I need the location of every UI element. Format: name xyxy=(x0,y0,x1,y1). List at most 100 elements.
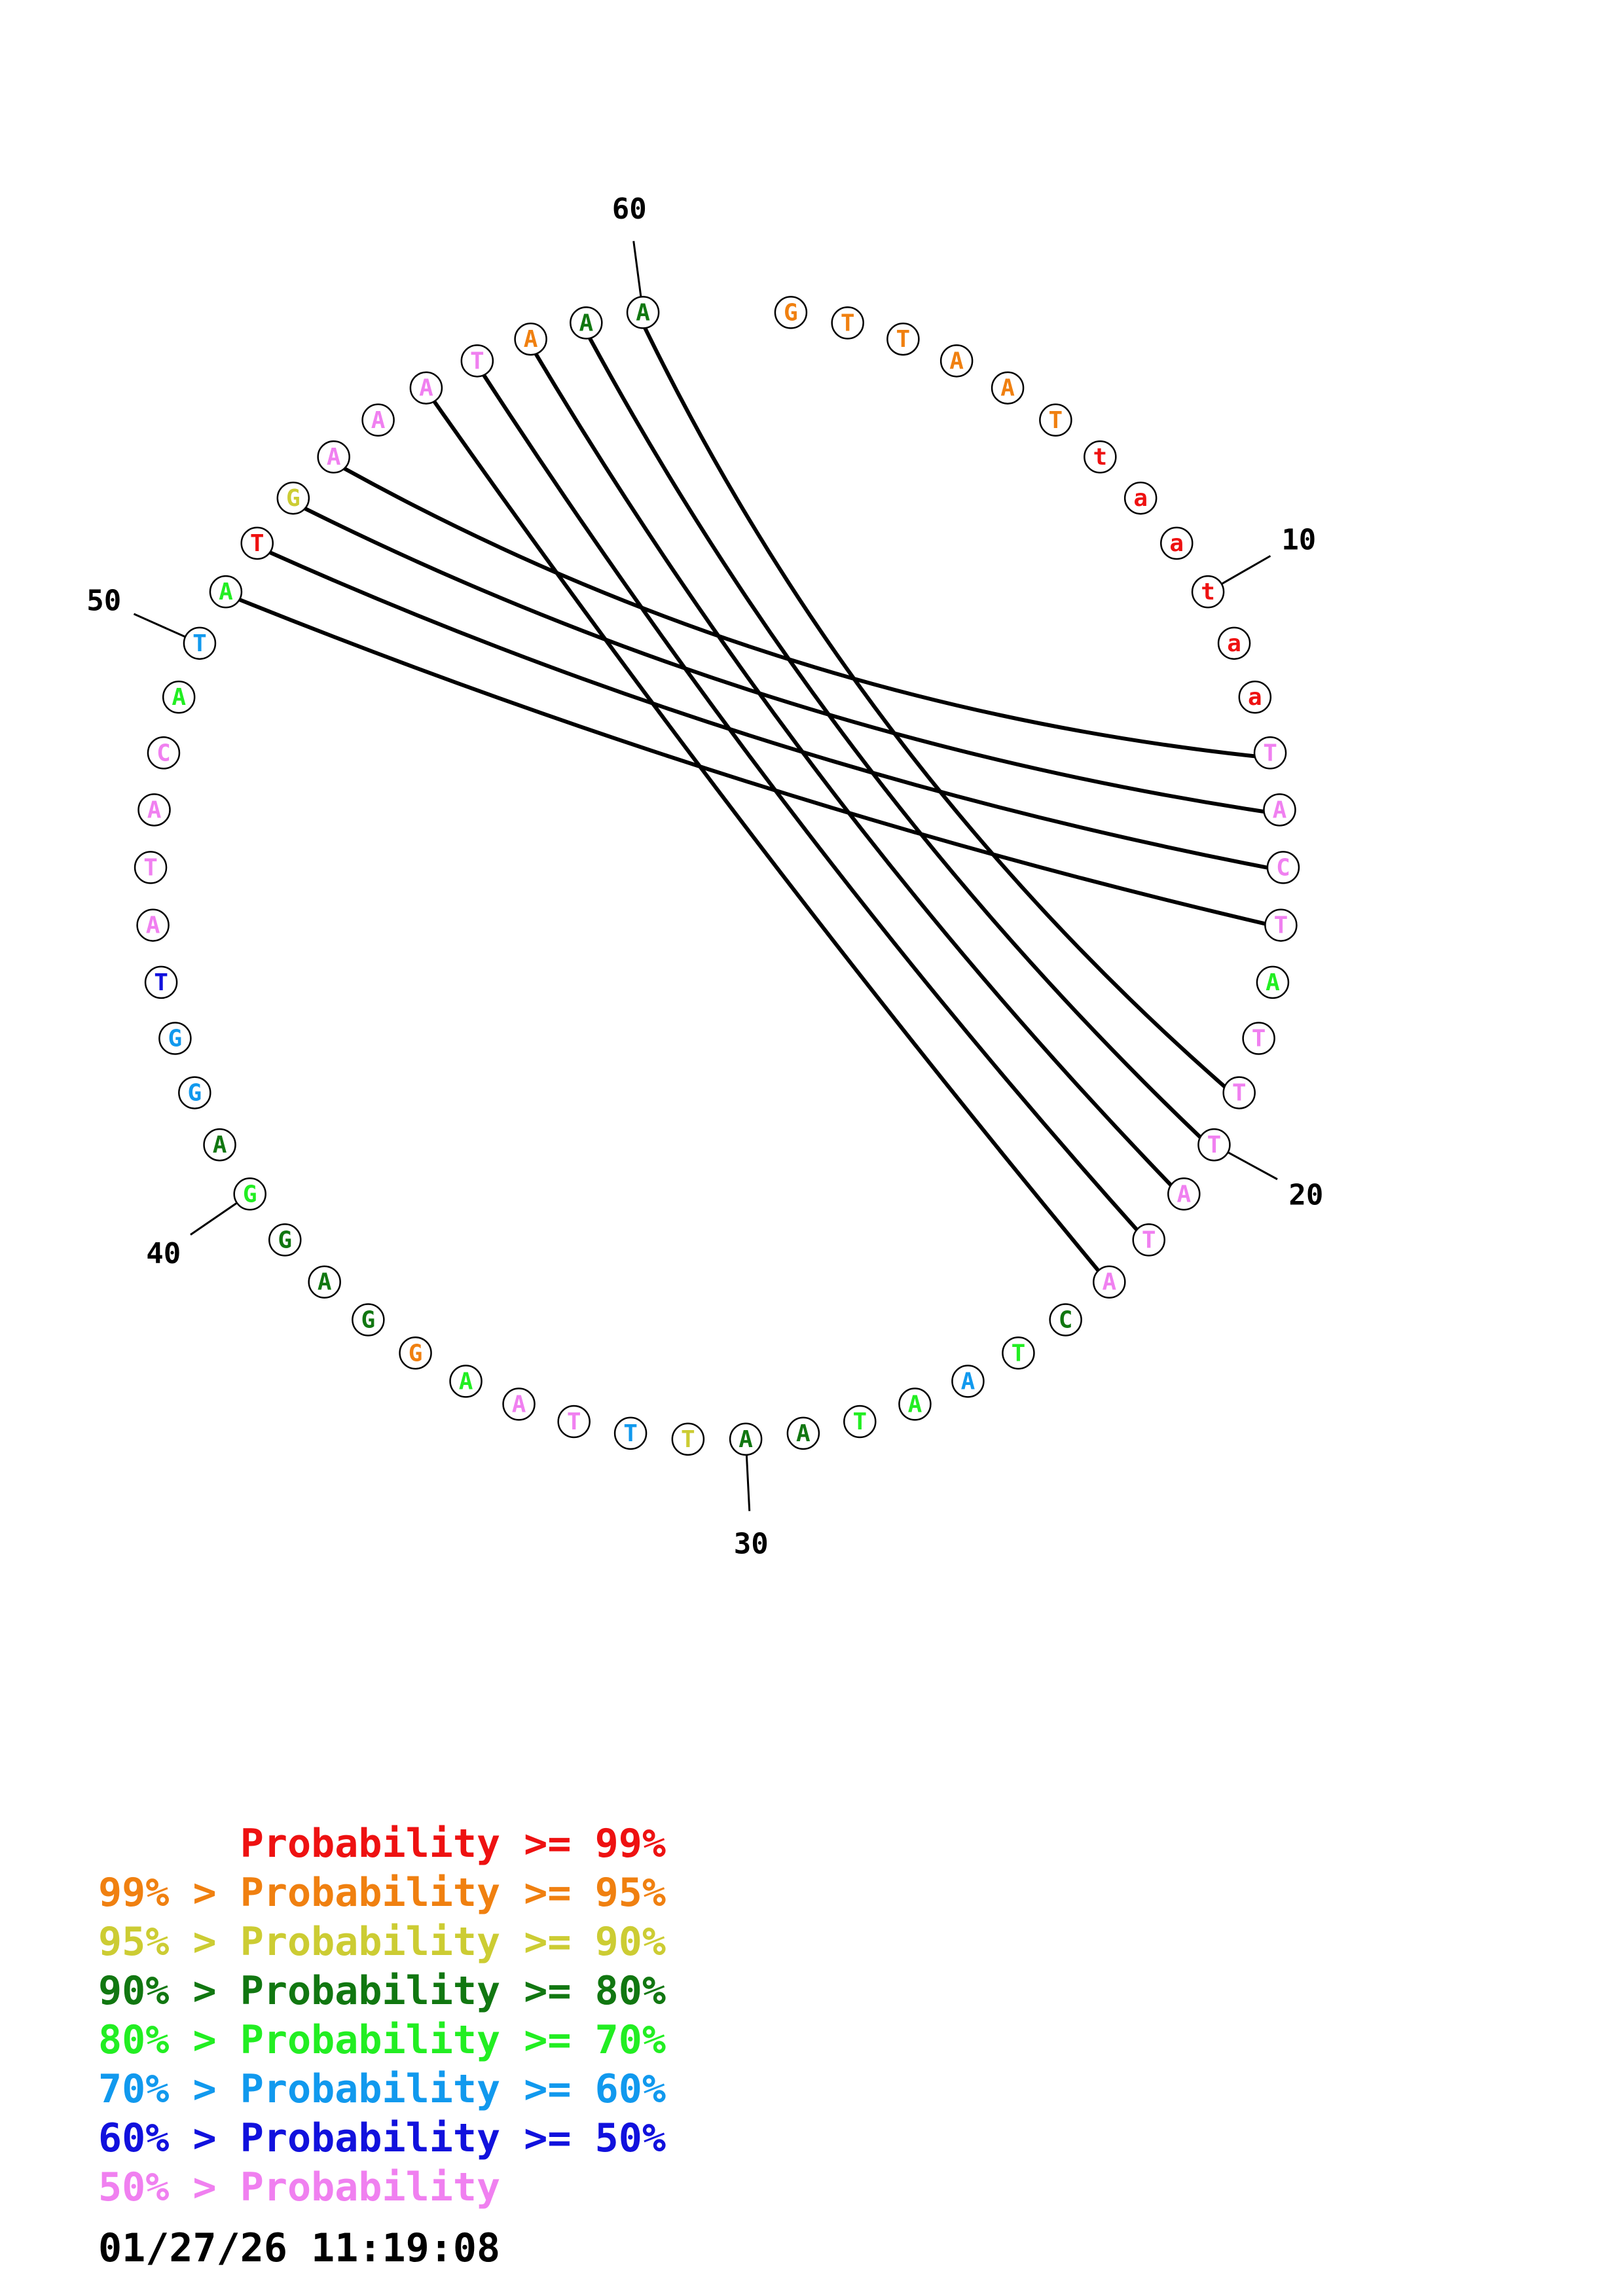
nucleotide-circle xyxy=(162,680,196,714)
nucleotide-circle xyxy=(1253,736,1287,770)
nucleotide: T xyxy=(1039,403,1072,437)
nucleotide-circle xyxy=(991,371,1025,404)
nucleotide-letter: T xyxy=(567,1408,581,1435)
nucleotide-letter: C xyxy=(156,740,171,766)
legend-row: 99% > Probability >= 95% xyxy=(98,1869,666,1918)
nucleotide-circle xyxy=(352,1303,385,1336)
nucleotide: T xyxy=(671,1422,705,1456)
nucleotide-circle xyxy=(1242,1022,1275,1055)
nucleotide-circle xyxy=(134,851,168,884)
base-pair-arc xyxy=(534,353,1173,1187)
nucleotide: C xyxy=(1049,1303,1082,1336)
legend-label: Probability xyxy=(240,2115,501,2161)
nucleotide-letter: t xyxy=(1093,444,1107,471)
legend-row: 50% > Probability xyxy=(98,2163,666,2212)
nucleotide-letter: T xyxy=(143,854,158,881)
nucleotide-circle xyxy=(831,306,864,340)
nucleotide-circle xyxy=(671,1422,705,1456)
nucleotide-letter: A xyxy=(147,797,162,823)
nucleotide-circle xyxy=(158,1022,192,1055)
legend-row: 60% > Probability >= 50% xyxy=(98,2114,666,2163)
nucleotide-circle xyxy=(178,1076,211,1109)
nucleotide-circle xyxy=(233,1177,266,1211)
nucleotide: A xyxy=(449,1365,483,1398)
nucleotide-letter: a xyxy=(1227,630,1241,657)
legend-suffix: >= 50% xyxy=(500,2115,666,2161)
nucleotide: T xyxy=(134,851,168,884)
nucleotide-letter: G xyxy=(243,1181,257,1208)
nucleotide: A xyxy=(203,1128,236,1162)
legend-label: Probability xyxy=(240,1919,501,1965)
nucleotide: A xyxy=(898,1388,932,1421)
base-pair-arc xyxy=(588,337,1202,1139)
nucleotide-letter: A xyxy=(219,579,233,605)
nucleotide-letter: A xyxy=(739,1426,753,1453)
nucleotide-circle xyxy=(729,1422,763,1456)
nucleotide-circle xyxy=(209,575,243,609)
legend-prefix: 95% > xyxy=(98,1919,240,1965)
nucleotide: A xyxy=(308,1265,341,1299)
nucleotide: A xyxy=(786,1416,820,1450)
base-pair-arc xyxy=(343,467,1255,759)
base-pair-arc xyxy=(643,327,1226,1088)
legend-label: Probability xyxy=(240,1968,501,2014)
nucleotide-letter: T xyxy=(1012,1340,1026,1367)
nucleotide: G xyxy=(268,1223,302,1257)
nucleotide-circle xyxy=(1266,851,1300,884)
nucleotide-circle xyxy=(276,481,310,515)
position-tick xyxy=(745,1454,751,1511)
legend-suffix: >= 95% xyxy=(500,1870,666,1916)
nucleotide: T xyxy=(1242,1022,1275,1055)
nucleotide: T xyxy=(1002,1336,1035,1370)
nucleotide-circle xyxy=(886,322,920,356)
nucleotide-circle xyxy=(1167,1177,1201,1211)
nucleotide-circle xyxy=(951,1365,985,1398)
nucleotide-circle xyxy=(449,1365,483,1398)
legend-prefix xyxy=(98,1821,240,1867)
nucleotide-circle xyxy=(1238,680,1272,714)
nucleotide: A xyxy=(1256,965,1290,999)
position-ticks: 10 20 30 40 50 60 xyxy=(86,192,1323,1561)
nucleotide-circle xyxy=(1093,1265,1126,1299)
nucleotide-letter: G xyxy=(168,1026,183,1052)
legend-label: Probability xyxy=(240,2017,501,2063)
nucleotide-letter: A xyxy=(949,348,964,374)
nucleotide-circle xyxy=(514,322,547,356)
nucleotide-circle xyxy=(1132,1223,1165,1257)
nucleotide: a xyxy=(1123,481,1158,515)
timestamp: 01/27/26 11:19:08 xyxy=(98,2225,501,2271)
nucleotide-letter: A xyxy=(636,299,650,326)
nucleotide: A xyxy=(361,403,395,437)
nucleotide: t xyxy=(1191,575,1225,609)
nucleotide-circle xyxy=(137,793,171,827)
nucleotide-letter: T xyxy=(852,1408,867,1435)
nucleotide: a xyxy=(1217,626,1251,660)
position-tick xyxy=(632,241,642,297)
nucleotide-circle xyxy=(502,1388,536,1421)
nucleotide: A xyxy=(626,296,660,329)
nucleotide-letter: A xyxy=(524,326,538,353)
nucleotide-circle xyxy=(786,1416,820,1450)
legend-suffix: >= 70% xyxy=(500,2017,666,2063)
nucleotide: A xyxy=(1093,1265,1126,1299)
nucleotide-letter: T xyxy=(1252,1026,1266,1052)
nucleotide-letter: a xyxy=(1169,530,1184,557)
nucleotide-circle xyxy=(399,1336,432,1370)
nucleotide: A xyxy=(502,1388,536,1421)
legend-suffix: >= 90% xyxy=(500,1919,666,1965)
nucleotide-circle xyxy=(409,371,443,404)
probability-legend: Probability >= 99% 99% > Probability >= 9… xyxy=(98,1820,666,2212)
nucleotide: G xyxy=(233,1177,266,1211)
nucleotide-letter: T xyxy=(681,1426,695,1453)
legend-row: 90% > Probability >= 80% xyxy=(98,1967,666,2016)
nucleotide: A xyxy=(209,575,243,609)
nucleotide: A xyxy=(162,680,196,714)
nucleotide: A xyxy=(136,908,170,942)
nucleotide-circle xyxy=(308,1265,341,1299)
nucleotide-circle xyxy=(240,526,274,560)
nucleotide-letter: T xyxy=(1207,1132,1222,1158)
nucleotide-letter: A xyxy=(213,1132,227,1158)
nucleotide-circle xyxy=(626,296,660,329)
nucleotide-letter: A xyxy=(419,375,433,402)
legend-row: 70% > Probability >= 60% xyxy=(98,2065,666,2114)
